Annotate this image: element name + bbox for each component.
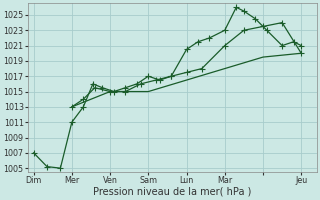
X-axis label: Pression niveau de la mer( hPa ): Pression niveau de la mer( hPa ) — [93, 187, 252, 197]
